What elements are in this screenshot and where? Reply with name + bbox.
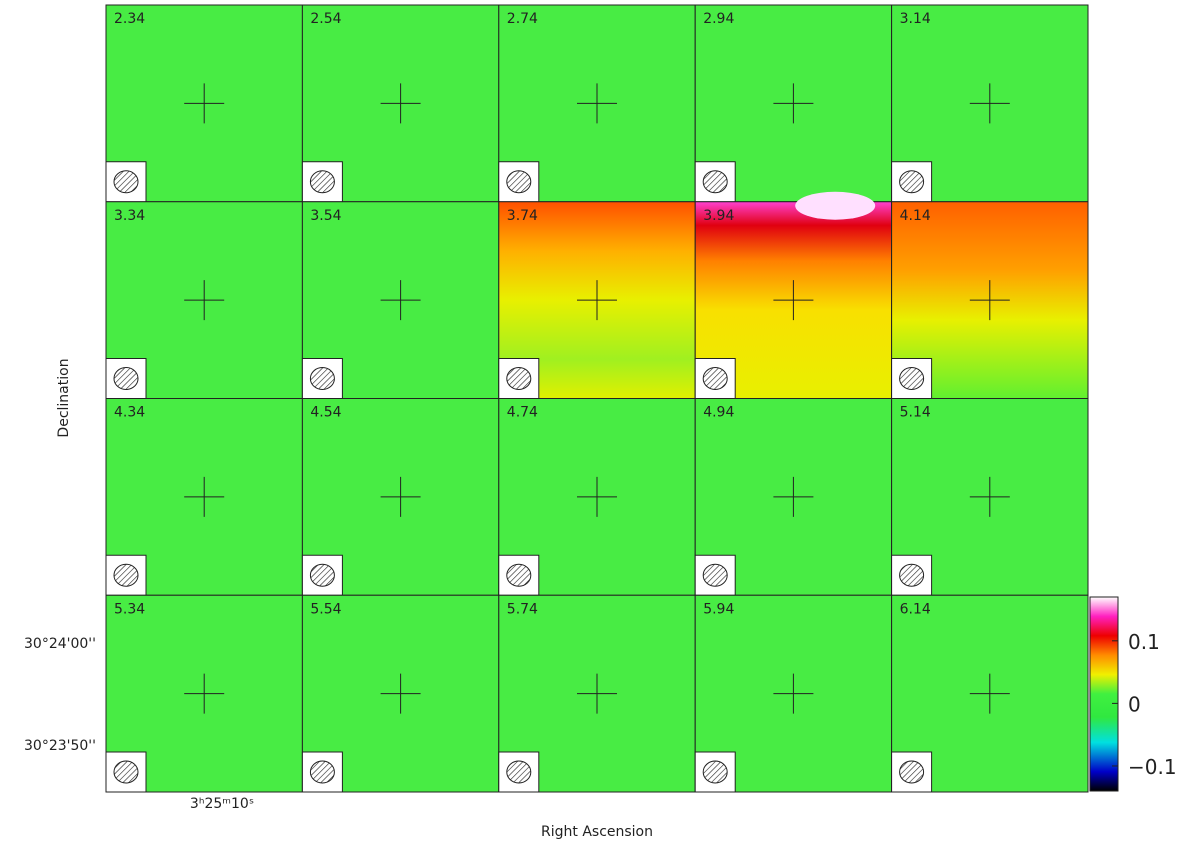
x-tick-label: 3ʰ25ᵐ10ˢ (190, 796, 254, 812)
beam (899, 760, 925, 784)
beam (899, 367, 925, 390)
y-tick-label: 30°24'00'' (24, 636, 96, 652)
channel-label: 5.34 (114, 601, 145, 617)
beam (309, 170, 335, 194)
beam (309, 760, 335, 784)
colorbar-tick-label: 0.1 (1128, 630, 1160, 654)
channel-label: 3.54 (310, 208, 341, 224)
beam (899, 563, 925, 587)
channel-label: 2.34 (114, 11, 145, 27)
channel-label: 5.74 (507, 601, 538, 617)
beam-box (301, 751, 343, 793)
beam (506, 563, 532, 587)
beam (113, 760, 139, 784)
channel-label: 5.94 (703, 601, 734, 617)
beam (506, 760, 532, 784)
beam (702, 563, 728, 587)
channel-label: 3.94 (703, 208, 734, 224)
beam (113, 563, 139, 587)
channel-label: 4.74 (507, 405, 538, 421)
channel-label: 2.74 (507, 11, 538, 27)
channel-label: 5.54 (310, 601, 341, 617)
y-tick-label: 30°23'50'' (24, 738, 96, 754)
beam (309, 563, 335, 587)
beam (309, 367, 335, 390)
beam (113, 367, 139, 390)
beam (113, 170, 139, 194)
colorbar (1089, 596, 1119, 792)
beam (702, 367, 728, 390)
beam (506, 170, 532, 194)
beam (702, 170, 728, 194)
beam (899, 170, 925, 194)
channel-label: 2.54 (310, 11, 341, 27)
y-axis-label: Declination (56, 358, 72, 437)
channel-label: 2.94 (703, 11, 734, 27)
channel-label: 4.14 (900, 208, 931, 224)
channel-label: 3.74 (507, 208, 538, 224)
channel-label: 4.54 (310, 405, 341, 421)
emission-peak (795, 191, 876, 220)
channel-label: 3.34 (114, 208, 145, 224)
beam (702, 760, 728, 784)
x-axis-label: Right Ascension (541, 824, 653, 840)
beam (506, 367, 532, 390)
channel-label: 6.14 (900, 601, 931, 617)
colorbar-tick-label: 0 (1128, 692, 1141, 716)
channel-label: 3.14 (900, 11, 931, 27)
channel-label: 4.34 (114, 405, 145, 421)
panels: 2.34 2.54 2.74 2.94 3.14 3.34 3.54 3.74 3.94 4.14… (105, 4, 1089, 793)
channel-label: 4.94 (703, 405, 734, 421)
colorbar-tick-label: −0.1 (1128, 755, 1177, 779)
channel-label: 5.14 (900, 405, 931, 421)
